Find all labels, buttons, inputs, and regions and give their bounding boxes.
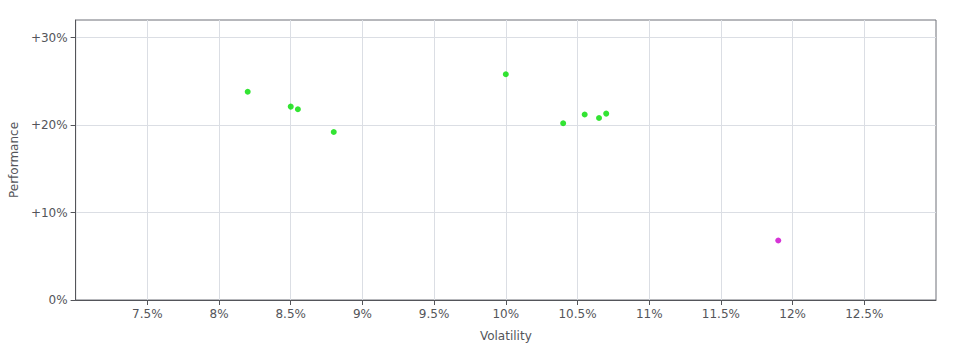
svg-text:12.5%: 12.5%: [845, 307, 883, 321]
svg-text:11%: 11%: [636, 307, 663, 321]
svg-text:+30%: +30%: [31, 31, 68, 45]
svg-text:9%: 9%: [353, 307, 372, 321]
svg-text:10.5%: 10.5%: [558, 307, 596, 321]
svg-text:7.5%: 7.5%: [132, 307, 163, 321]
svg-text:8%: 8%: [209, 307, 228, 321]
svg-text:+10%: +10%: [31, 206, 68, 220]
svg-text:Volatility: Volatility: [480, 329, 532, 343]
svg-text:11.5%: 11.5%: [702, 307, 740, 321]
svg-text:10%: 10%: [492, 307, 519, 321]
svg-text:Performance: Performance: [7, 122, 21, 198]
svg-text:+20%: +20%: [31, 118, 68, 132]
svg-text:9.5%: 9.5%: [419, 307, 450, 321]
svg-text:8.5%: 8.5%: [275, 307, 306, 321]
svg-text:12%: 12%: [779, 307, 806, 321]
svg-text:0%: 0%: [49, 293, 68, 307]
